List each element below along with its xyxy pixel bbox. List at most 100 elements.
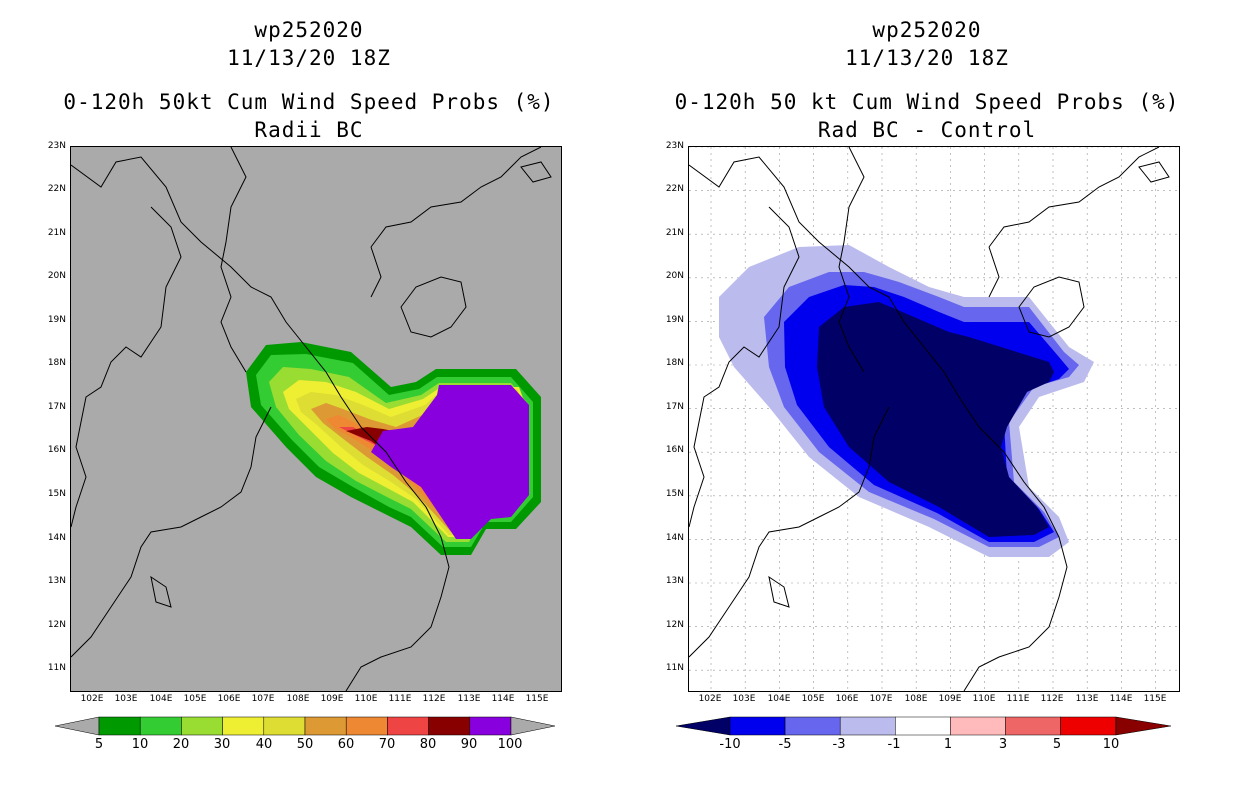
colorbar-label: 5	[1052, 737, 1062, 752]
coastlines	[689, 147, 1170, 691]
left-colorbar	[55, 716, 555, 736]
colorbar-label: 50	[296, 737, 314, 752]
lat-label: 16N	[47, 445, 66, 455]
colorbar-box	[98, 716, 141, 736]
lon-label: 104E	[767, 694, 791, 704]
lon-label: 108E	[904, 694, 928, 704]
lat-label: 23N	[47, 141, 66, 151]
colorbar-box	[222, 716, 265, 736]
left-storm-id: wp252020	[254, 18, 364, 42]
lat-label: 18N	[665, 358, 684, 368]
lon-label: 103E	[732, 694, 756, 704]
lon-label: 112E	[1040, 694, 1064, 704]
lon-label: 114E	[491, 694, 515, 704]
lat-label: 19N	[47, 315, 66, 325]
lat-label: 11N	[47, 663, 66, 673]
lat-label: 22N	[47, 184, 66, 194]
lat-label: 11N	[665, 663, 684, 673]
lon-label: 106E	[217, 694, 241, 704]
prob-90-100	[371, 385, 529, 539]
lat-label: 12N	[665, 620, 684, 630]
lon-label: 102E	[80, 694, 104, 704]
colorbar-label: 70	[378, 737, 396, 752]
right-datetime: 11/13/20 18Z	[845, 46, 1009, 70]
right-colorbar	[676, 716, 1172, 736]
colorbar-label: -1	[887, 737, 901, 752]
lat-label: 20N	[665, 271, 684, 281]
lon-label: 114E	[1109, 694, 1133, 704]
lat-label: 15N	[665, 489, 684, 499]
lat-label: 14N	[47, 533, 66, 543]
colorbar-box	[895, 716, 951, 736]
colorbar-under-arrow	[55, 716, 100, 736]
colorbar-box	[839, 716, 896, 736]
lon-label: 110E	[354, 694, 378, 704]
colorbar-box	[139, 716, 182, 736]
colorbar-over-arrow	[1115, 716, 1172, 736]
lat-label: 12N	[47, 620, 66, 630]
lat-label: 20N	[47, 271, 66, 281]
lon-label: 103E	[114, 694, 138, 704]
colorbar-label: 60	[337, 737, 355, 752]
colorbar-label: 5	[94, 737, 104, 752]
lat-label: 18N	[47, 358, 66, 368]
colorbar-label: 100	[497, 737, 523, 752]
left-map-svg	[71, 147, 552, 691]
right-map	[688, 146, 1180, 692]
colorbar-label: 80	[419, 737, 437, 752]
lat-label: 15N	[47, 489, 66, 499]
left-title: 0-120h 50kt Cum Wind Speed Probs (%)	[63, 90, 555, 114]
colorbar-box	[181, 716, 223, 736]
right-title: 0-120h 50 kt Cum Wind Speed Probs (%)	[674, 90, 1180, 114]
colorbar-under-arrow	[676, 716, 731, 736]
lat-label: 21N	[665, 228, 684, 238]
colorbar-box	[345, 716, 388, 736]
colorbar-label: -10	[719, 737, 741, 752]
colorbar-label: -3	[832, 737, 846, 752]
colorbar-box	[304, 716, 347, 736]
colorbar-label: -5	[778, 737, 792, 752]
lon-label: 111E	[1006, 694, 1030, 704]
lon-label: 113E	[1075, 694, 1099, 704]
colorbar-box	[263, 716, 306, 736]
right-map-svg	[689, 147, 1179, 691]
colorbar-label: 3	[998, 737, 1008, 752]
colorbar-box	[1060, 716, 1116, 736]
lat-label: 17N	[47, 402, 66, 412]
lat-label: 14N	[665, 533, 684, 543]
right-colorbar-boxes	[729, 716, 1116, 736]
lon-label: 105E	[801, 694, 825, 704]
coastlines	[71, 147, 552, 691]
lon-label: 104E	[149, 694, 173, 704]
lon-label: 110E	[972, 694, 996, 704]
lon-label: 108E	[286, 694, 310, 704]
left-colorbar-boxes	[98, 716, 512, 736]
lon-label: 109E	[938, 694, 962, 704]
lon-label: 105E	[183, 694, 207, 704]
colorbar-box	[387, 716, 429, 736]
lat-label: 13N	[47, 576, 66, 586]
colorbar-box	[428, 716, 471, 736]
colorbar-box	[950, 716, 1006, 736]
lon-label: 107E	[869, 694, 893, 704]
left-subtitle: Radii BC	[254, 118, 364, 142]
lat-label: 16N	[665, 445, 684, 455]
lat-label: 23N	[665, 141, 684, 151]
colorbar-over-arrow	[510, 716, 555, 736]
colorbar-label: 30	[213, 737, 231, 752]
colorbar-label: 40	[255, 737, 273, 752]
colorbar-label: 90	[460, 737, 478, 752]
right-panel: wp252020 11/13/20 18Z 0-120h 50 kt Cum W…	[618, 0, 1236, 800]
left-map	[70, 146, 562, 692]
colorbar-label: 10	[131, 737, 149, 752]
lon-label: 102E	[698, 694, 722, 704]
lon-label: 109E	[320, 694, 344, 704]
lon-label: 106E	[835, 694, 859, 704]
colorbar-label: 1	[943, 737, 953, 752]
colorbar-box	[784, 716, 841, 736]
colorbar-box	[729, 716, 786, 736]
lat-label: 17N	[665, 402, 684, 412]
colorbar-box	[1005, 716, 1061, 736]
lat-label: 19N	[665, 315, 684, 325]
left-panel: wp252020 11/13/20 18Z 0-120h 50kt Cum Wi…	[47, 18, 562, 752]
